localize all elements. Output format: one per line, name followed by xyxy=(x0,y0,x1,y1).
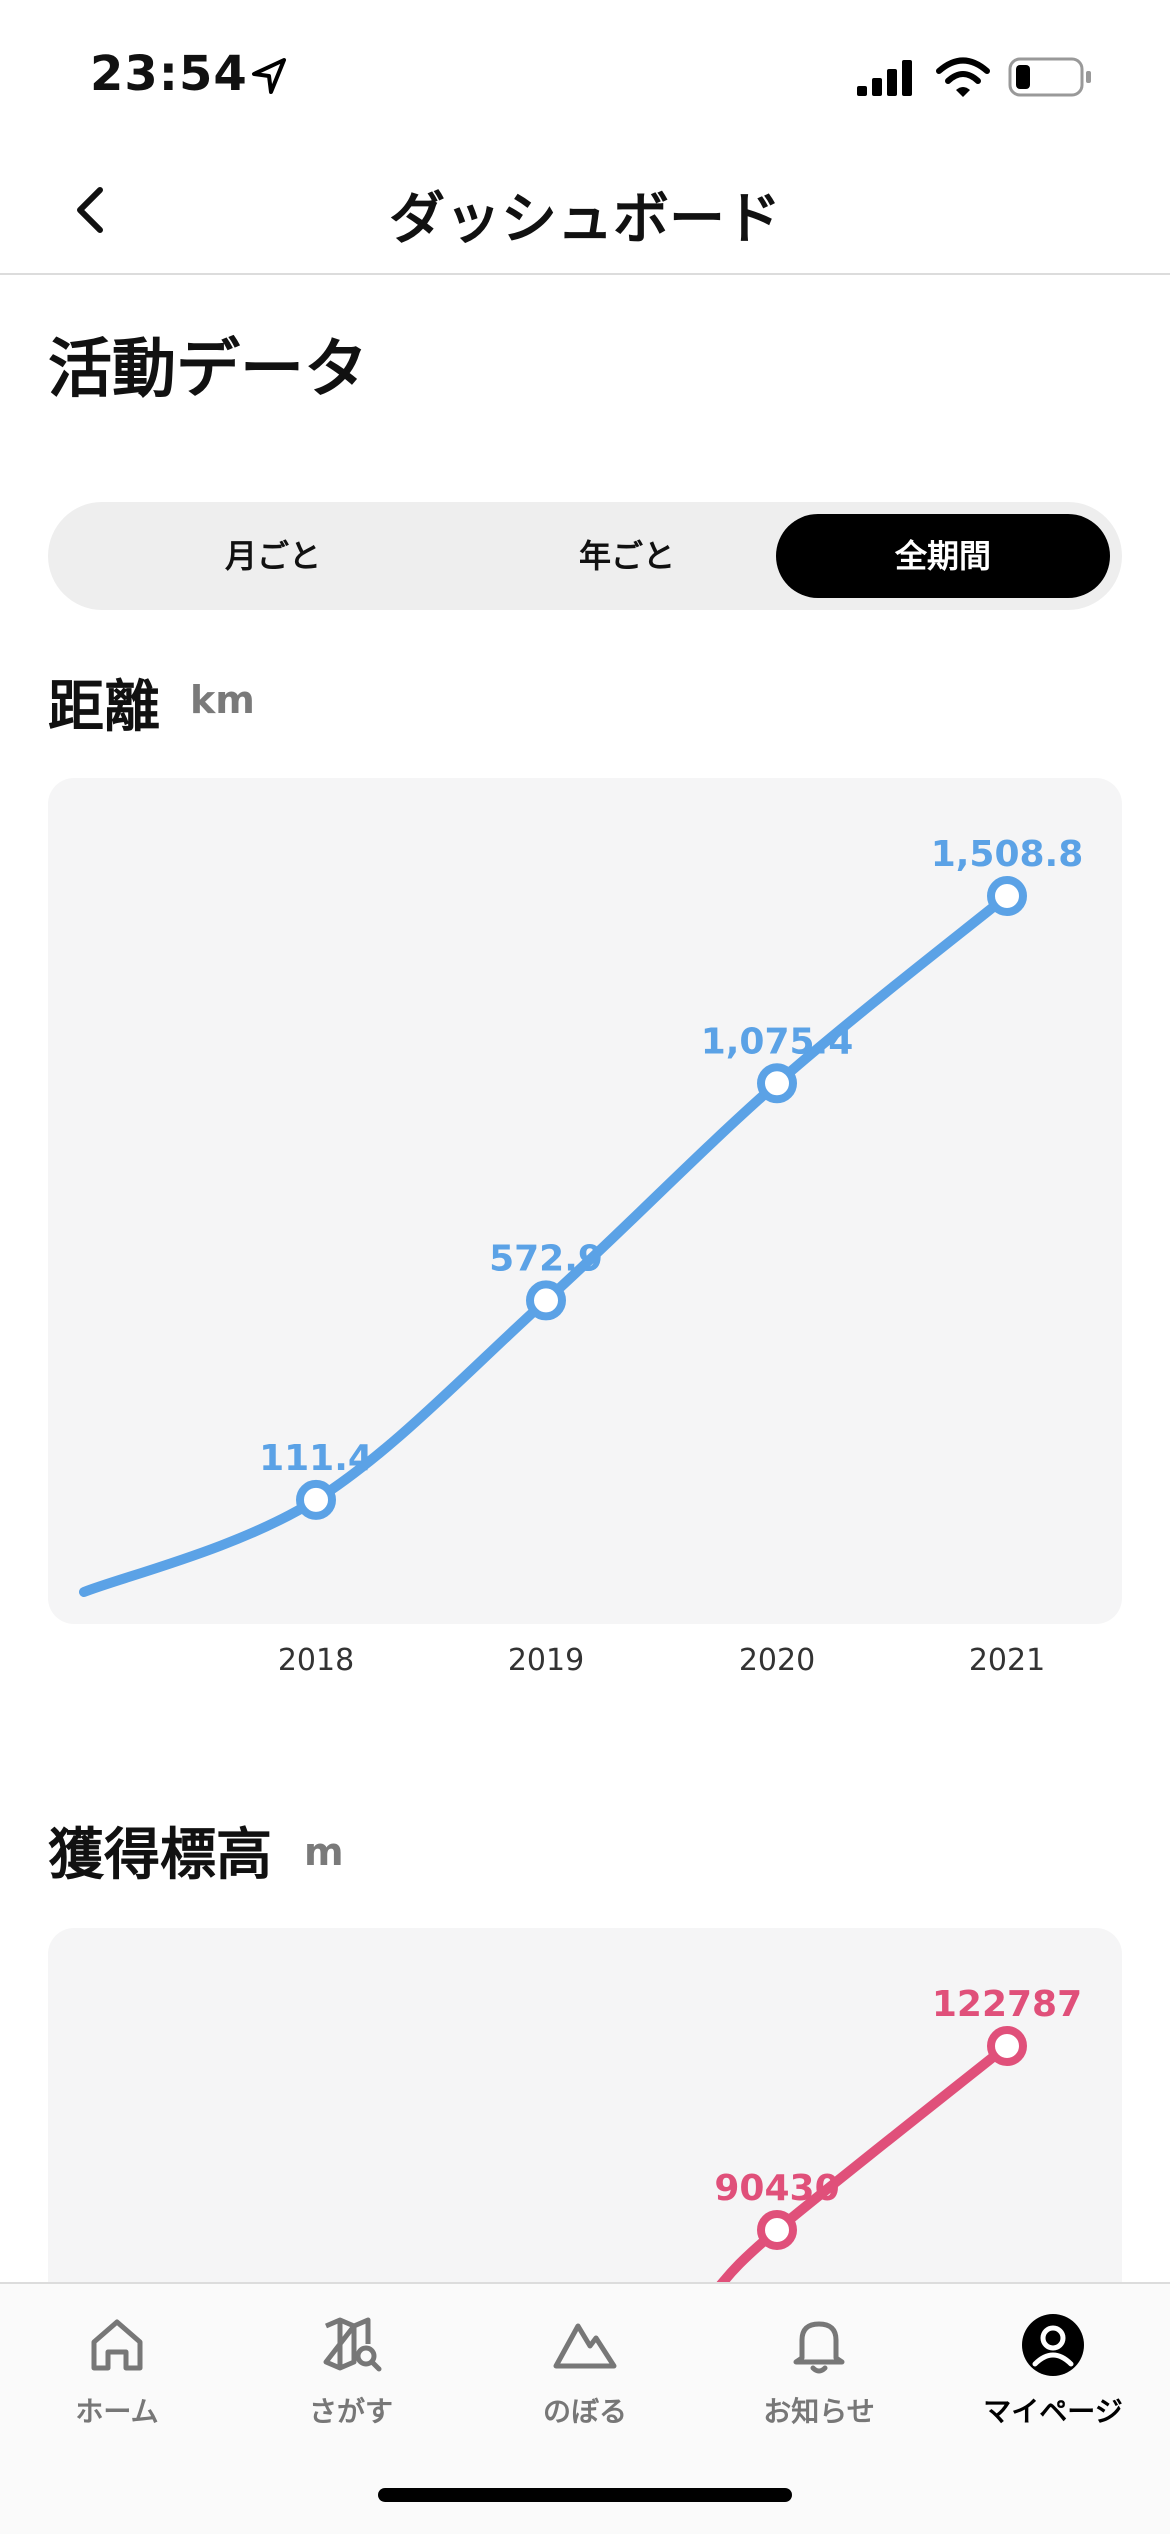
cellular-signal-icon xyxy=(857,60,912,96)
tab-notifications[interactable]: お知らせ xyxy=(702,2310,936,2430)
home-indicator xyxy=(378,2488,792,2502)
segment-all-time[interactable]: 全期間 xyxy=(776,514,1110,598)
page-title: 活動データ xyxy=(48,333,368,407)
distance-point xyxy=(987,876,1027,916)
elevation-data-label: 90430 xyxy=(714,2168,839,2209)
wifi-icon xyxy=(936,57,990,97)
status-bar: 23:54 xyxy=(0,0,1170,150)
tab-notifications-label: お知らせ xyxy=(763,2395,875,2428)
elevation-point xyxy=(757,2210,797,2250)
navigation-bar: ダッシュボード xyxy=(0,150,1170,275)
elevation-series-line xyxy=(711,2041,1012,2295)
tab-search[interactable]: さがす xyxy=(234,2310,468,2430)
distance-data-label: 1,075.4 xyxy=(701,1021,854,1062)
distance-x-axis: 2018 2019 2020 2021 xyxy=(278,1643,1045,1678)
distance-x-tick-label: 2020 xyxy=(739,1643,815,1678)
elevation-chart-svg: 90430 122787 xyxy=(711,1984,1082,2295)
distance-data-label: 111.4 xyxy=(259,1438,373,1479)
user-profile-icon xyxy=(1022,2314,1084,2376)
segment-yearly[interactable]: 年ごと xyxy=(578,537,675,575)
elevation-point xyxy=(987,2026,1027,2066)
distance-point xyxy=(757,1063,797,1104)
distance-point xyxy=(526,1280,566,1321)
elevation-unit: m xyxy=(304,1830,344,1874)
elevation-chart: 90430 122787 xyxy=(48,1928,1122,2348)
distance-data-label: 1,508.8 xyxy=(931,834,1084,875)
page-header-title: ダッシュボード xyxy=(389,187,781,252)
distance-x-tick-label: 2021 xyxy=(969,1643,1045,1678)
distance-x-tick-label: 2018 xyxy=(278,1643,354,1678)
map-search-icon xyxy=(323,2317,382,2372)
distance-unit: km xyxy=(190,678,255,722)
back-chevron-icon[interactable] xyxy=(66,180,116,240)
tab-home-label: ホーム xyxy=(75,2395,159,2428)
elevation-section-title: 獲得標高 xyxy=(48,1823,272,1888)
location-arrow-icon xyxy=(252,58,286,94)
bell-icon xyxy=(793,2321,845,2374)
distance-section-title: 距離 xyxy=(48,675,160,740)
segment-monthly[interactable]: 月ごと xyxy=(224,537,321,575)
tab-climb[interactable]: のぼる xyxy=(468,2310,702,2430)
distance-chart: 111.4 572.9 1,075.4 1,508.8 xyxy=(48,778,1122,1624)
tab-search-label: さがす xyxy=(308,2395,393,2428)
tab-mypage[interactable]: マイページ xyxy=(936,2310,1170,2430)
status-time: 23:54 xyxy=(90,46,248,102)
tab-home[interactable]: ホーム xyxy=(0,2310,234,2430)
distance-data-label: 572.9 xyxy=(489,1238,603,1279)
battery-icon xyxy=(1008,57,1091,97)
elevation-data-label: 122787 xyxy=(932,1984,1082,2025)
distance-chart-svg: 111.4 572.9 1,075.4 1,508.8 xyxy=(79,834,1084,1597)
distance-point xyxy=(296,1479,336,1520)
mountain-icon xyxy=(553,2323,617,2369)
distance-x-tick-label: 2019 xyxy=(508,1643,584,1678)
tab-mypage-label: マイページ xyxy=(983,2395,1123,2428)
tab-climb-label: のぼる xyxy=(542,2395,627,2428)
period-segmented-control: 月ごと 年ごと 全期間 xyxy=(48,502,1122,610)
home-icon xyxy=(91,2319,143,2371)
